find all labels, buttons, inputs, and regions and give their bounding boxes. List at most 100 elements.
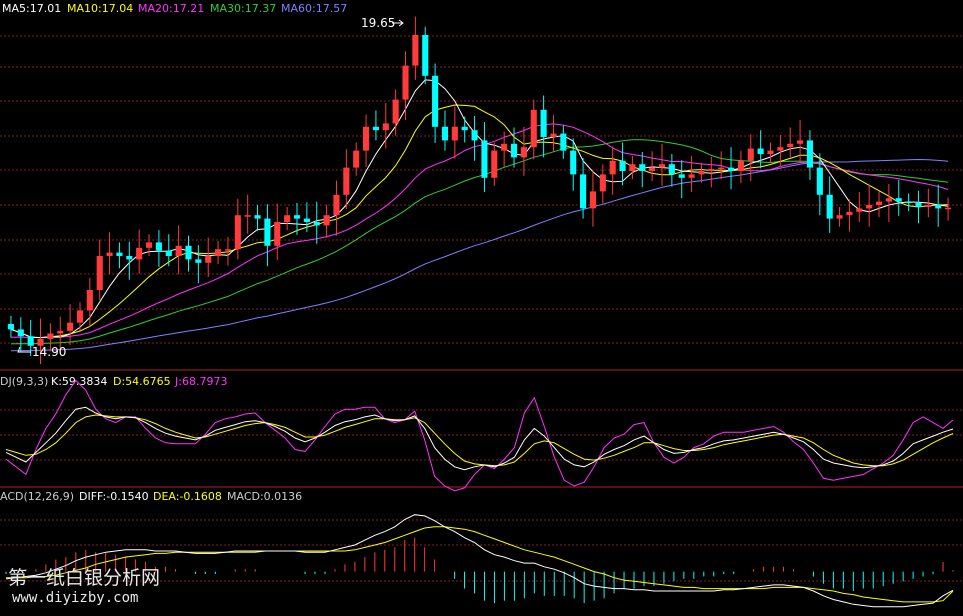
macd-diff-line: [5, 514, 954, 608]
candle-body: [866, 205, 873, 209]
ma20-line: [10, 123, 949, 339]
candle-body: [747, 148, 754, 161]
candle-body: [757, 148, 764, 154]
candlesticks: [7, 16, 952, 365]
candle-body: [599, 174, 606, 192]
candle-body: [885, 198, 892, 202]
candle-body: [451, 126, 458, 141]
kdj-lines: [5, 379, 954, 492]
candle-body: [441, 126, 449, 141]
candle-body: [649, 167, 656, 171]
candle-body: [224, 249, 232, 251]
candle-body: [501, 143, 508, 151]
candle-body: [639, 164, 646, 171]
candle-body: [353, 150, 360, 168]
ma60-label: MA60:17.57: [281, 2, 347, 15]
candle-body: [57, 330, 64, 334]
candle-body: [76, 310, 84, 323]
kdj-d-label: D:54.6765: [113, 375, 171, 388]
macd-legend: ACD(12,26,9) DIFF:-0.1540 DEA:-0.1608 MA…: [0, 490, 302, 503]
macd-lines: [5, 514, 954, 608]
candle-body: [303, 218, 310, 222]
candle-body: [195, 259, 202, 263]
candle-body: [846, 211, 853, 216]
candle-body: [520, 147, 527, 158]
candle-body: [570, 150, 577, 175]
kdj-legend: DJ(9,3,3) K:59.3834 D:54.6765 J:68.7973: [0, 375, 227, 388]
grid-lines: [0, 35, 963, 582]
candle-body: [432, 75, 439, 127]
candle-body: [678, 174, 685, 178]
ma60-line: [10, 158, 949, 352]
kdj-k-line: [5, 406, 954, 471]
macd-histogram: [5, 537, 954, 604]
candle-body: [875, 201, 883, 205]
candle-body: [688, 174, 695, 178]
ma10-label: MA10:17.04: [67, 2, 133, 15]
ma5-label: MA5:17.01: [2, 2, 61, 15]
candle-body: [96, 256, 103, 290]
candle-body: [550, 133, 557, 137]
candle-body: [658, 164, 666, 168]
candle-body: [619, 160, 626, 171]
candle-body: [362, 126, 370, 151]
candle-body: [234, 215, 241, 250]
candle-body: [737, 160, 744, 171]
high-price-label: 19.65: [361, 16, 395, 30]
kdj-j-line: [5, 379, 954, 492]
candle-body: [372, 126, 379, 131]
kdj-header: DJ(9,3,3): [0, 375, 48, 388]
ma20-label: MA20:17.21: [138, 2, 204, 15]
candle-body: [935, 205, 942, 209]
candle-body: [481, 140, 488, 178]
candle-body: [915, 202, 922, 208]
candle-body: [836, 215, 843, 219]
candle-body: [244, 215, 251, 217]
candle-body: [116, 252, 123, 256]
candle-body: [668, 164, 675, 175]
macd-value-label: MACD:0.0136: [227, 490, 302, 503]
candle-body: [175, 245, 182, 256]
candle-body: [47, 333, 54, 339]
candle-body: [471, 130, 478, 141]
candle-body: [126, 256, 133, 260]
candle-body: [609, 160, 616, 175]
candle-body: [777, 147, 784, 151]
candle-body: [580, 174, 587, 209]
candle-body: [589, 191, 597, 209]
candle-body: [274, 222, 281, 246]
candle-body: [629, 164, 636, 171]
ma30-label: MA30:17.37: [210, 2, 276, 15]
candle-body: [698, 171, 705, 175]
moving-average-lines: [10, 79, 949, 352]
macd-header: ACD(12,26,9): [0, 490, 74, 503]
candle-body: [727, 167, 735, 171]
low-price-label: 14.90: [32, 345, 66, 359]
candle-body: [215, 249, 222, 256]
candle-body: [540, 109, 547, 137]
candle-body: [895, 198, 902, 202]
candle-body: [787, 143, 794, 148]
high-arrow-icon: [398, 19, 404, 27]
candle-body: [17, 329, 24, 337]
candle-body: [826, 194, 833, 219]
candle-body: [155, 242, 162, 251]
candle-body: [27, 336, 34, 346]
candle-body: [333, 194, 340, 216]
candle-body: [412, 35, 419, 66]
ma10-line: [10, 104, 949, 339]
macd-diff-label: DIFF:-0.1540: [79, 490, 149, 503]
candle-body: [165, 250, 172, 256]
candle-body: [461, 126, 468, 131]
candle-body: [7, 324, 14, 330]
candle-body: [145, 242, 153, 248]
kdj-d-line: [5, 414, 954, 467]
candle-body: [856, 208, 863, 212]
candle-body: [185, 245, 192, 260]
candle-body: [797, 140, 804, 144]
candle-body: [530, 109, 537, 148]
candle-body: [343, 167, 350, 195]
candle-body: [106, 252, 113, 256]
candle-body: [37, 338, 44, 346]
